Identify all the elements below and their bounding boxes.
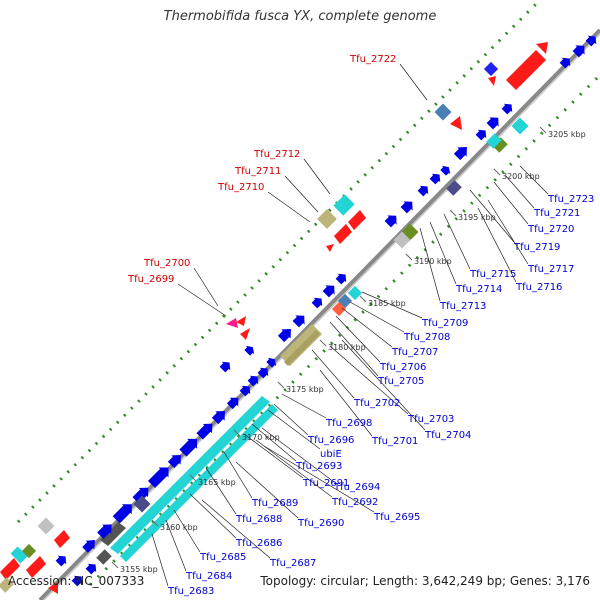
cds-arrow bbox=[266, 357, 277, 368]
cds-arrow bbox=[400, 201, 413, 214]
gene-label-Tfu_2687[interactable]: Tfu_2687 bbox=[269, 558, 316, 569]
gene-label-Tfu_2689[interactable]: Tfu_2689 bbox=[251, 498, 298, 509]
cds-arrow bbox=[429, 173, 441, 185]
gene-label-Tfu_2720[interactable]: Tfu_2720 bbox=[527, 224, 574, 235]
cds-arrow bbox=[71, 575, 83, 587]
cds-track-lower bbox=[55, 35, 597, 587]
gene-label-Tfu_2713[interactable]: Tfu_2713 bbox=[439, 301, 486, 312]
gc-track-outer bbox=[16, 0, 600, 587]
cds-arrow bbox=[247, 375, 259, 387]
tick-label-3180: 3180 kbp bbox=[328, 343, 366, 352]
gene-label-Tfu_2722[interactable]: Tfu_2722 bbox=[349, 54, 396, 65]
gene-label-Tfu_2686[interactable]: Tfu_2686 bbox=[235, 538, 282, 549]
cds-arrow bbox=[585, 35, 597, 47]
tick-label-3200: 3200 kbp bbox=[502, 172, 540, 181]
cds-arrow bbox=[179, 438, 198, 457]
tick-label-3160: 3160 kbp bbox=[160, 523, 198, 532]
cds-arrow bbox=[244, 345, 255, 356]
feature-blocks bbox=[0, 42, 548, 594]
gene-label-Tfu_2705[interactable]: Tfu_2705 bbox=[377, 376, 424, 387]
tick-label-3190: 3190 kbp bbox=[414, 257, 452, 266]
cds-arrow bbox=[239, 385, 251, 397]
cds-arrow bbox=[486, 117, 499, 130]
cds-arrow bbox=[211, 411, 225, 425]
cds-arrow bbox=[277, 329, 291, 343]
cds-arrow bbox=[257, 367, 269, 379]
gene-label-Tfu_2719[interactable]: Tfu_2719 bbox=[513, 242, 560, 253]
tick-label-3165: 3165 kbp bbox=[198, 478, 236, 487]
gene-label-Tfu_2702[interactable]: Tfu_2702 bbox=[353, 398, 400, 409]
gene-label-Tfu_2683[interactable]: Tfu_2683 bbox=[167, 586, 214, 597]
cds-arrow bbox=[453, 147, 467, 161]
tick-label-3175: 3175 kbp bbox=[286, 385, 324, 394]
accession-text: Accession: NC_007333 bbox=[8, 574, 145, 588]
gene-label-Tfu_2703[interactable]: Tfu_2703 bbox=[407, 414, 454, 425]
cds-arrow bbox=[440, 165, 451, 176]
gene-label-ubiE[interactable]: ubiE bbox=[320, 449, 342, 460]
gene-label-Tfu_2708[interactable]: Tfu_2708 bbox=[403, 332, 450, 343]
gene-label-Tfu_2694[interactable]: Tfu_2694 bbox=[333, 482, 380, 493]
gene-label-Tfu_2715[interactable]: Tfu_2715 bbox=[469, 269, 516, 280]
cds-arrow bbox=[82, 540, 95, 553]
cds-arrow bbox=[475, 129, 487, 141]
gene-label-Tfu_2704[interactable]: Tfu_2704 bbox=[424, 430, 471, 441]
kbp-ticks: 3155 kbp 3160 kbp 3165 kbp 3170 kbp 3175 kbp… bbox=[111, 126, 586, 574]
cds-arrow bbox=[417, 185, 429, 197]
gene-labels: Tfu_2722 Tfu_2712 Tfu_2711 Tfu_2710 Tfu_2700… bbox=[127, 54, 594, 597]
backbone bbox=[38, 28, 600, 600]
cds-arrow bbox=[167, 455, 181, 469]
cds-arrow bbox=[572, 45, 585, 58]
gene-label-Tfu_2699[interactable]: Tfu_2699 bbox=[127, 274, 174, 285]
gene-label-Tfu_2717[interactable]: Tfu_2717 bbox=[527, 264, 574, 275]
gene-label-Tfu_2721[interactable]: Tfu_2721 bbox=[533, 208, 580, 219]
gene-label-Tfu_2701[interactable]: Tfu_2701 bbox=[371, 436, 418, 447]
gene-label-Tfu_2691[interactable]: Tfu_2691 bbox=[302, 478, 349, 489]
map-title: Thermobifida fusca YX, complete genome bbox=[163, 9, 437, 24]
gene-label-Tfu_2711[interactable]: Tfu_2711 bbox=[234, 166, 281, 177]
cds-arrow bbox=[322, 285, 335, 298]
cds-arrow bbox=[219, 361, 231, 373]
tick-label-3195: 3195 kbp bbox=[458, 213, 496, 222]
cds-arrow bbox=[85, 563, 97, 575]
gene-label-Tfu_2693[interactable]: Tfu_2693 bbox=[295, 461, 342, 472]
tick-label-3155: 3155 kbp bbox=[120, 565, 158, 574]
gene-label-Tfu_2695[interactable]: Tfu_2695 bbox=[373, 512, 420, 523]
cds-arrow bbox=[559, 57, 571, 69]
gene-label-Tfu_2707[interactable]: Tfu_2707 bbox=[391, 347, 438, 358]
gene-label-Tfu_2706[interactable]: Tfu_2706 bbox=[379, 362, 426, 373]
gene-label-Tfu_2714[interactable]: Tfu_2714 bbox=[455, 284, 502, 295]
cds-arrow bbox=[112, 504, 132, 524]
gene-label-Tfu_2710[interactable]: Tfu_2710 bbox=[217, 182, 264, 193]
cds-arrow bbox=[501, 103, 513, 115]
cds-arrow bbox=[384, 215, 397, 228]
gene-label-Tfu_2692[interactable]: Tfu_2692 bbox=[331, 497, 378, 508]
gene-label-Tfu_2700[interactable]: Tfu_2700 bbox=[143, 258, 190, 269]
tick-label-3170: 3170 kbp bbox=[242, 433, 280, 442]
gene-label-Tfu_2698[interactable]: Tfu_2698 bbox=[325, 418, 372, 429]
cds-arrow bbox=[97, 524, 112, 539]
gene-label-Tfu_2712[interactable]: Tfu_2712 bbox=[253, 149, 300, 160]
gene-label-Tfu_2696[interactable]: Tfu_2696 bbox=[307, 435, 354, 446]
gene-label-Tfu_2690[interactable]: Tfu_2690 bbox=[297, 518, 344, 529]
cds-arrow bbox=[132, 487, 149, 504]
topology-text: Topology: circular; Length: 3,642,249 bp… bbox=[260, 574, 590, 588]
cds-arrow bbox=[147, 467, 169, 489]
cds-arrow bbox=[335, 273, 347, 285]
cds-arrow bbox=[55, 555, 67, 567]
gene-label-Tfu_2685[interactable]: Tfu_2685 bbox=[199, 552, 246, 563]
gene-label-Tfu_2723[interactable]: Tfu_2723 bbox=[547, 194, 594, 205]
gene-label-Tfu_2716[interactable]: Tfu_2716 bbox=[515, 282, 562, 293]
gene-label-Tfu_2709[interactable]: Tfu_2709 bbox=[421, 318, 468, 329]
cds-arrow bbox=[292, 315, 305, 328]
gene-label-Tfu_2684[interactable]: Tfu_2684 bbox=[185, 571, 232, 582]
cds-arrow bbox=[311, 297, 323, 309]
tick-label-3205: 3205 kbp bbox=[548, 130, 586, 139]
gene-label-Tfu_2688[interactable]: Tfu_2688 bbox=[235, 514, 282, 525]
tick-label-3185: 3185 kbp bbox=[368, 299, 406, 308]
cds-arrow bbox=[196, 423, 213, 440]
